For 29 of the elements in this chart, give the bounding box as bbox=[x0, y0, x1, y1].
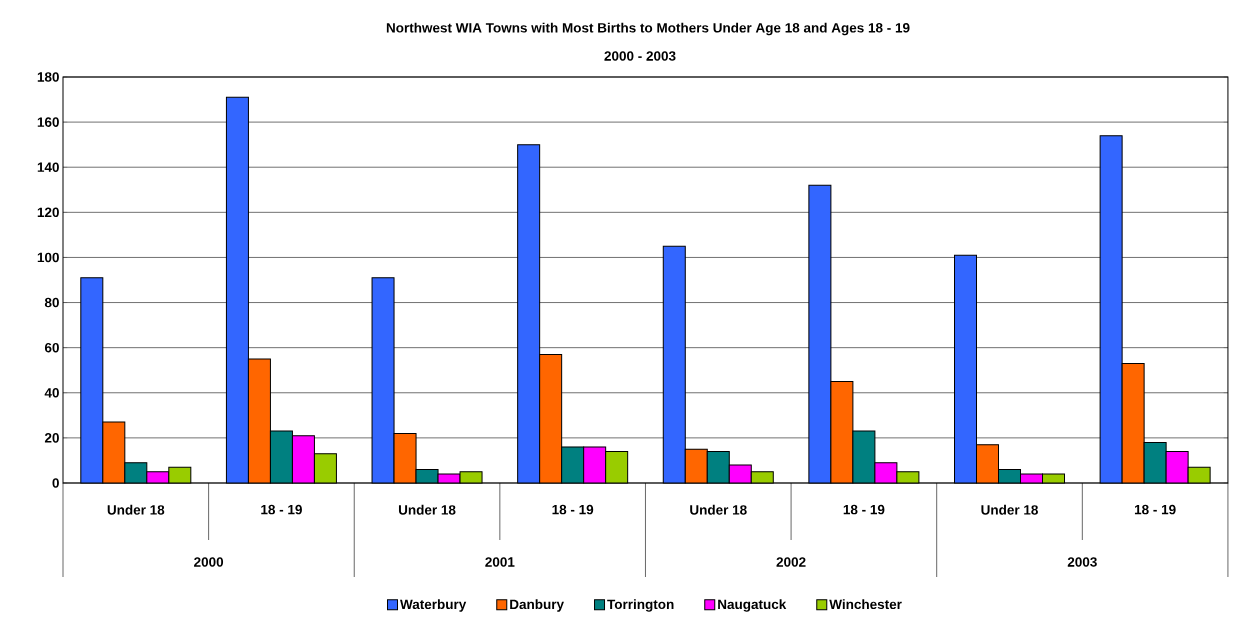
text: 2002 bbox=[776, 557, 806, 567]
text: 2003 bbox=[1067, 557, 1097, 567]
chart-subtitle: 2000 - 2003 bbox=[604, 51, 676, 61]
text: 2001 bbox=[485, 557, 515, 567]
x-tick-label: 18 - 19 bbox=[1134, 504, 1176, 515]
x-tick-label: 18 - 19 bbox=[552, 504, 594, 515]
chart-title: Northwest WIA Towns with Most Births to Mothers Under Age 18 and Ages 18 - 19 bbox=[386, 22, 910, 36]
legend-label: Waterbury bbox=[400, 599, 467, 612]
y-tick-label: 140 bbox=[37, 162, 59, 172]
text: 2000 bbox=[194, 557, 224, 567]
x-tick-label: Under 18 bbox=[690, 504, 747, 515]
y-tick-label: 180 bbox=[37, 72, 59, 82]
legend-label: Winchester bbox=[829, 599, 902, 610]
y-tick-label: 120 bbox=[37, 207, 59, 218]
legend-label: Naugatuck bbox=[718, 599, 787, 612]
x-tick-label: Under 18 bbox=[398, 504, 456, 515]
y-tick-label: 60 bbox=[44, 342, 59, 353]
y-tick-label: 80 bbox=[44, 297, 59, 308]
legend-label: Torrington bbox=[607, 599, 674, 612]
y-tick-label: 20 bbox=[44, 433, 59, 443]
x-tick-label: 18 - 19 bbox=[843, 504, 885, 515]
legend-label: Danbury bbox=[510, 599, 564, 612]
x-tick-label: Under 18 bbox=[107, 504, 165, 515]
x-tick-label: 18 - 19 bbox=[261, 504, 302, 515]
y-tick-label: 0 bbox=[52, 478, 59, 488]
y-tick-label: 100 bbox=[37, 252, 59, 263]
x-tick-label: Under 18 bbox=[981, 504, 1038, 515]
y-tick-label: 160 bbox=[37, 117, 59, 127]
y-tick-label: 40 bbox=[44, 388, 59, 398]
